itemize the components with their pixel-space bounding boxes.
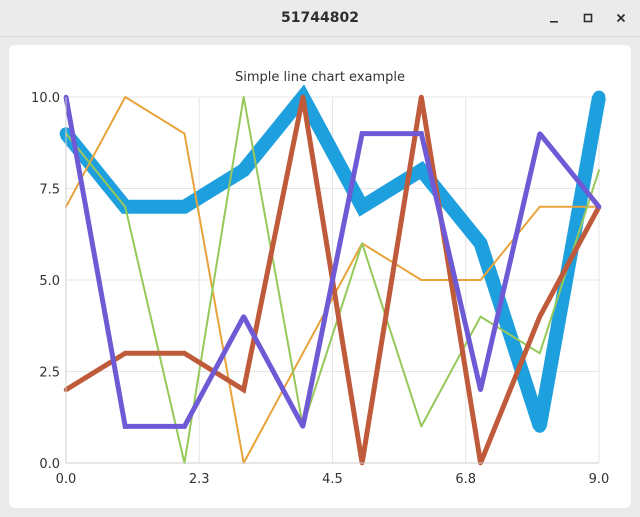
series-point <box>420 279 423 281</box>
series-point <box>241 314 246 319</box>
x-tick-label: 2.3 <box>189 472 210 487</box>
series-point <box>300 94 306 100</box>
series-point <box>122 350 128 356</box>
series-point <box>479 279 482 281</box>
series-point <box>538 352 541 355</box>
y-tick-label: 7.5 <box>39 183 60 198</box>
series-line-5 <box>63 96 601 429</box>
minimize-icon <box>550 21 558 23</box>
series-point <box>182 424 187 429</box>
y-tick-label: 10.0 <box>31 91 60 106</box>
chart-axes: 0.0 2.3 4.5 6.8 9.0 0.0 2.5 5.0 7.5 10.0 <box>31 91 609 487</box>
close-button[interactable] <box>609 6 633 30</box>
series-point <box>537 131 543 136</box>
series-point <box>242 96 245 98</box>
series-point <box>122 424 128 429</box>
x-tick-label: 0.0 <box>56 472 77 487</box>
series-point <box>182 350 187 356</box>
y-tick-label: 2.5 <box>39 366 60 381</box>
series-point <box>124 205 127 208</box>
series-point <box>241 387 246 393</box>
chart-title: Simple line chart example <box>235 70 405 85</box>
series-point <box>359 131 365 136</box>
series-point <box>183 132 186 135</box>
series-point <box>538 205 541 208</box>
x-tick-label: 9.0 <box>589 472 610 487</box>
title-bar[interactable]: 51744802 <box>0 0 640 37</box>
minimize-button[interactable] <box>542 6 566 30</box>
series-point <box>237 163 251 177</box>
series-line-2 <box>65 95 599 464</box>
x-tick-label: 6.8 <box>455 472 476 487</box>
series-point <box>414 163 428 177</box>
series-point <box>419 131 424 136</box>
series-point <box>592 90 606 104</box>
series-point <box>420 425 423 428</box>
series-point <box>300 424 306 429</box>
series-point <box>355 200 369 214</box>
y-tick-label: 0.0 <box>39 457 60 472</box>
close-icon <box>616 13 626 23</box>
x-tick-label: 4.5 <box>322 472 343 487</box>
series-point <box>478 387 483 393</box>
series-point <box>361 242 364 245</box>
maximize-button[interactable] <box>576 6 600 30</box>
window-title: 51744802 <box>281 10 359 26</box>
maximize-icon <box>583 13 593 23</box>
series-point <box>178 200 191 214</box>
series-point <box>533 420 547 433</box>
series-point <box>537 314 543 319</box>
series-point <box>479 315 482 318</box>
y-tick-label: 5.0 <box>39 274 60 289</box>
series-line-3 <box>65 96 600 464</box>
series-point <box>419 94 424 100</box>
series-point <box>598 169 600 172</box>
series-point <box>301 352 304 355</box>
series-point <box>474 237 487 250</box>
series-point <box>124 96 127 98</box>
series-point <box>596 204 602 210</box>
